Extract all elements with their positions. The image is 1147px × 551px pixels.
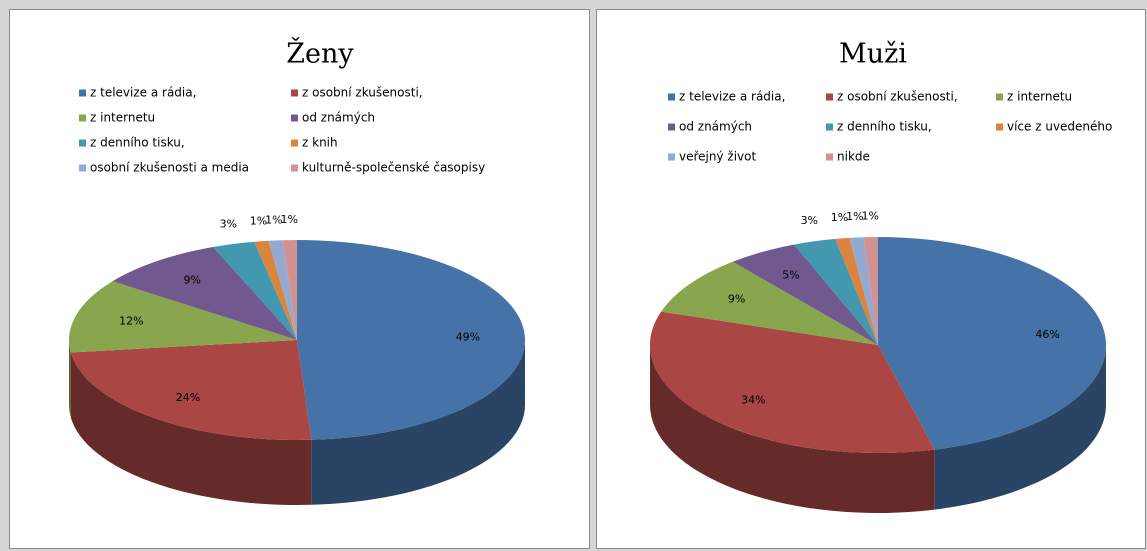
data-label: 3% bbox=[220, 217, 237, 230]
legend-label: kulturně-společenské časopisy bbox=[302, 161, 485, 175]
pie-slice bbox=[878, 237, 1107, 450]
data-label: 1% bbox=[846, 210, 863, 223]
slice-side bbox=[650, 345, 935, 513]
legend-label: od známých bbox=[302, 111, 375, 125]
data-label: 3% bbox=[801, 214, 818, 227]
legend-swatch bbox=[668, 93, 675, 101]
legend-label: z televize a rádia, bbox=[679, 90, 785, 104]
legend-label: z denního tisku, bbox=[837, 120, 932, 134]
pie-slice bbox=[112, 247, 297, 340]
pie-slice bbox=[282, 240, 297, 340]
pie-slice bbox=[661, 261, 878, 345]
data-label: 1% bbox=[831, 211, 848, 224]
data-label: 34% bbox=[741, 393, 765, 406]
legend-label: veřejný život bbox=[679, 150, 756, 164]
data-label: 1% bbox=[862, 209, 879, 222]
slice-side bbox=[934, 345, 1106, 510]
data-label: 1% bbox=[281, 213, 298, 226]
legend-swatch bbox=[826, 123, 833, 131]
pie-slice bbox=[70, 340, 312, 440]
pie-slice bbox=[863, 237, 878, 345]
legend-swatch bbox=[826, 153, 833, 161]
chart-title: Ženy bbox=[286, 37, 354, 70]
pie-slice bbox=[794, 238, 878, 345]
pie-slice bbox=[650, 311, 935, 454]
pie-slice bbox=[213, 241, 297, 340]
legend-label: osobní zkušenosti a media bbox=[90, 161, 249, 175]
legend-label: z internetu bbox=[90, 111, 155, 125]
legend-swatch bbox=[996, 123, 1003, 131]
data-label: 24% bbox=[176, 391, 200, 404]
data-label: 12% bbox=[119, 314, 143, 327]
legend-label: z knih bbox=[302, 136, 338, 150]
slice-side bbox=[70, 352, 312, 505]
legend-swatch bbox=[291, 89, 298, 97]
pie-slice bbox=[254, 240, 297, 340]
data-label: 49% bbox=[456, 331, 480, 344]
legend-label: z osobní zkušenosti, bbox=[837, 90, 958, 104]
legend-label: od známých bbox=[679, 120, 752, 134]
chart-title: Muži bbox=[839, 39, 907, 70]
legend-label: z osobní zkušenosti, bbox=[302, 86, 423, 100]
pie-slice bbox=[835, 237, 878, 345]
legend-swatch bbox=[79, 89, 86, 97]
data-label: 1% bbox=[265, 213, 282, 226]
legend-swatch bbox=[291, 114, 298, 122]
pie-slice bbox=[297, 240, 525, 440]
pie-slice bbox=[268, 240, 297, 340]
legend-label: z internetu bbox=[1007, 90, 1072, 104]
legend-swatch bbox=[668, 123, 675, 131]
legend-swatch bbox=[79, 139, 86, 147]
data-label: 5% bbox=[782, 268, 799, 281]
legend-swatch bbox=[668, 153, 675, 161]
slice-side bbox=[69, 340, 71, 418]
data-label: 1% bbox=[250, 214, 267, 227]
pie-slice bbox=[69, 281, 298, 353]
data-label: 9% bbox=[183, 274, 200, 287]
legend-swatch bbox=[826, 93, 833, 101]
slice-side bbox=[311, 340, 525, 505]
legend-swatch bbox=[79, 114, 86, 122]
legend-label: z televize a rádia, bbox=[90, 86, 196, 100]
data-label: 46% bbox=[1035, 328, 1059, 341]
legend-label: více z uvedeného bbox=[1007, 120, 1112, 134]
legend-label: z denního tisku, bbox=[90, 136, 185, 150]
pie-slice bbox=[849, 237, 878, 345]
legend-swatch bbox=[996, 93, 1003, 101]
data-label: 9% bbox=[728, 292, 745, 305]
legend-swatch bbox=[79, 164, 86, 172]
pie-slice bbox=[732, 244, 878, 345]
legend-label: nikde bbox=[837, 150, 870, 164]
legend-swatch bbox=[291, 164, 298, 172]
legend-swatch bbox=[291, 139, 298, 147]
